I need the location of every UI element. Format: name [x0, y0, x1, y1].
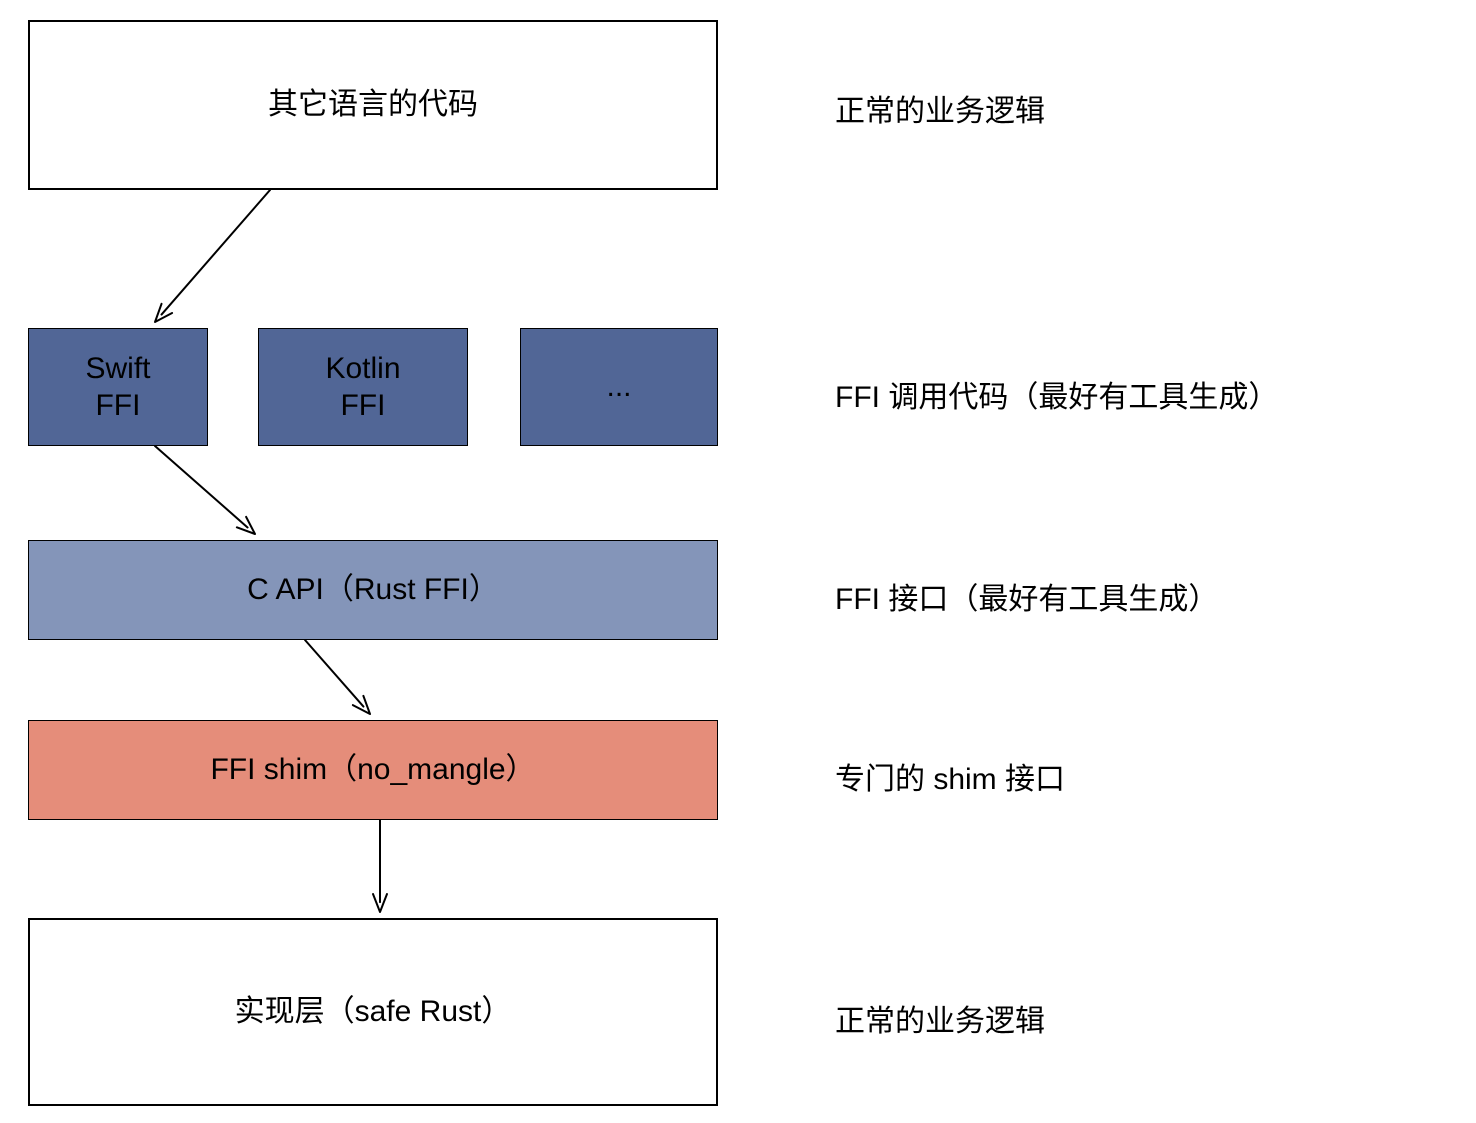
label-row3: FFI 接口（最好有工具生成）	[835, 574, 1218, 618]
label-row5: 正常的业务逻辑	[835, 996, 1045, 1040]
box-kotlin-ffi-text: KotlinFFI	[325, 350, 400, 425]
box-more-ffi-text: ...	[606, 368, 631, 406]
label-row1: 正常的业务逻辑	[835, 86, 1045, 130]
label-row1-text: 正常的业务逻辑	[835, 86, 1045, 130]
box-swift-ffi-text: SwiftFFI	[85, 350, 150, 425]
box-shim: FFI shim（no_mangle）	[28, 720, 718, 820]
box-capi-text: C API（Rust FFI）	[247, 571, 499, 609]
box-more-ffi: ...	[520, 328, 718, 446]
box-kotlin-ffi: KotlinFFI	[258, 328, 468, 446]
box-swift-ffi: SwiftFFI	[28, 328, 208, 446]
label-row2-text: FFI 调用代码（最好有工具生成）	[835, 372, 1278, 416]
label-row5-text: 正常的业务逻辑	[835, 996, 1045, 1040]
box-capi: C API（Rust FFI）	[28, 540, 718, 640]
label-row2: FFI 调用代码（最好有工具生成）	[835, 372, 1278, 416]
box-other-lang: 其它语言的代码	[28, 20, 718, 190]
box-impl-text: 实现层（safe Rust）	[235, 993, 512, 1031]
diagram-canvas: 其它语言的代码 SwiftFFI KotlinFFI ... C API（Rus…	[0, 0, 1476, 1123]
box-other-lang-text: 其它语言的代码	[268, 86, 478, 124]
box-shim-text: FFI shim（no_mangle）	[210, 751, 535, 789]
box-impl: 实现层（safe Rust）	[28, 918, 718, 1106]
label-row4: 专门的 shim 接口	[835, 754, 1065, 798]
label-row4-text: 专门的 shim 接口	[835, 754, 1065, 798]
label-row3-text: FFI 接口（最好有工具生成）	[835, 574, 1218, 618]
